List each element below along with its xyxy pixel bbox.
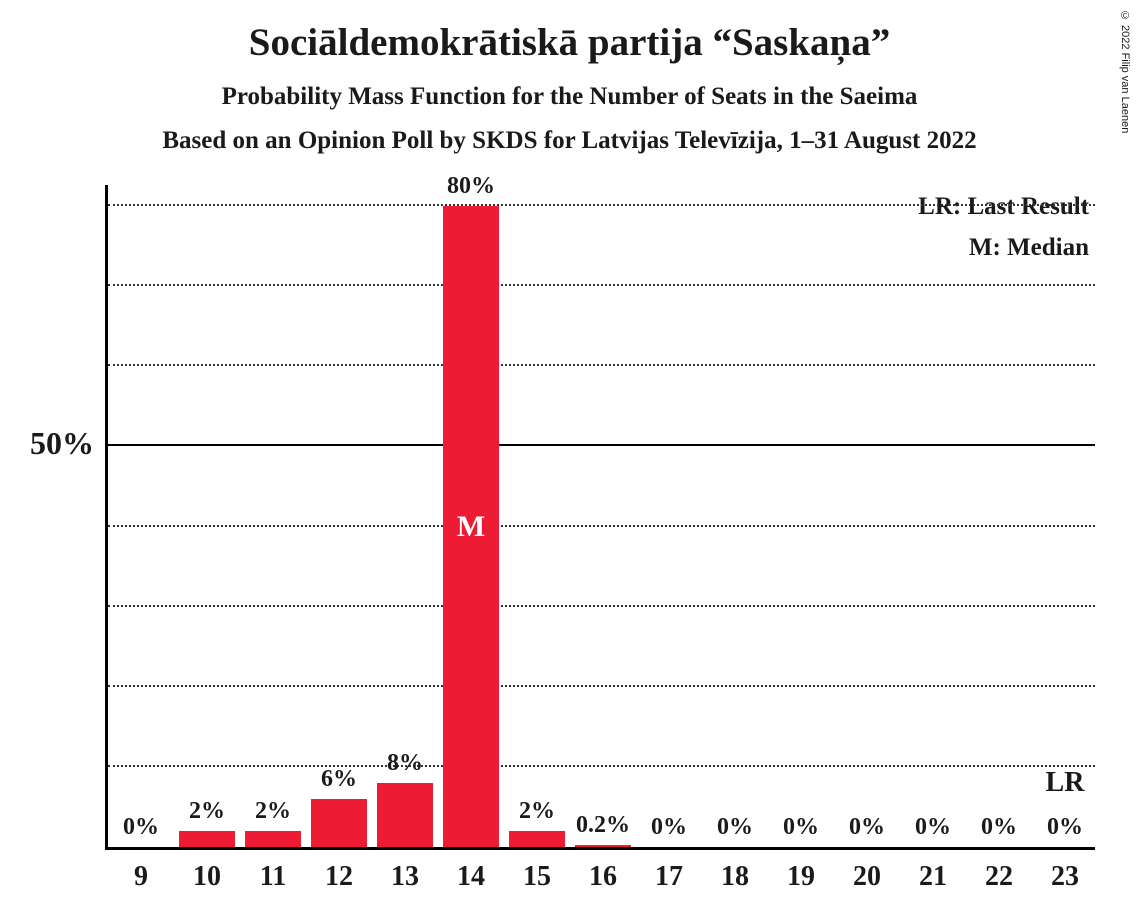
bar-value-label: 0%: [1047, 814, 1083, 841]
gridline: [108, 525, 1095, 527]
x-axis-label: 18: [721, 847, 749, 893]
bar-value-label: 0%: [123, 814, 159, 841]
gridline: [108, 605, 1095, 607]
bar: M: [443, 206, 500, 847]
bar-value-label: 2%: [519, 798, 555, 825]
bar-value-label: 8%: [387, 750, 423, 777]
lr-marker: LR: [1046, 767, 1085, 799]
gridline: [108, 284, 1095, 286]
x-axis-label: 11: [260, 847, 286, 893]
x-axis-label: 20: [853, 847, 881, 893]
x-axis-label: 17: [655, 847, 683, 893]
x-axis-label: 13: [391, 847, 419, 893]
chart-plot: 50% LR: Last Result M: Median 0%92%102%1…: [105, 185, 1095, 850]
bar: [311, 799, 368, 847]
x-axis-label: 14: [457, 847, 485, 893]
chart-subtitle-2: Based on an Opinion Poll by SKDS for Lat…: [0, 111, 1139, 155]
bar: [179, 831, 236, 847]
bar: [509, 831, 566, 847]
bar: [245, 831, 302, 847]
gridline: [108, 444, 1095, 446]
median-marker: M: [457, 510, 485, 544]
bar-value-label: 80%: [447, 173, 495, 200]
gridline: [108, 685, 1095, 687]
x-axis-label: 15: [523, 847, 551, 893]
bar: [377, 783, 434, 847]
bar-value-label: 0%: [783, 814, 819, 841]
gridline: [108, 204, 1095, 206]
bar-value-label: 0%: [915, 814, 951, 841]
bar-value-label: 2%: [189, 798, 225, 825]
x-axis-label: 22: [985, 847, 1013, 893]
x-axis-label: 19: [787, 847, 815, 893]
x-axis-label: 10: [193, 847, 221, 893]
bar-value-label: 0%: [849, 814, 885, 841]
chart-title: Sociāldemokrātiskā partija “Saskaņa”: [0, 0, 1139, 65]
legend-median: M: Median: [969, 234, 1089, 262]
chart-subtitle-1: Probability Mass Function for the Number…: [0, 65, 1139, 111]
bar-value-label: 2%: [255, 798, 291, 825]
x-axis-label: 9: [134, 847, 148, 893]
legend-lr: LR: Last Result: [918, 193, 1089, 221]
chart-area: 50% LR: Last Result M: Median 0%92%102%1…: [105, 185, 1095, 850]
x-axis-label: 21: [919, 847, 947, 893]
y-axis-label-50: 50%: [30, 425, 108, 462]
gridline: [108, 364, 1095, 366]
bar-value-label: 0.2%: [576, 812, 630, 839]
bar-value-label: 0%: [651, 814, 687, 841]
bar-value-label: 6%: [321, 766, 357, 793]
x-axis-label: 23: [1051, 847, 1079, 893]
x-axis-label: 12: [325, 847, 353, 893]
x-axis-label: 16: [589, 847, 617, 893]
copyright-text: © 2022 Filip van Laenen: [1119, 10, 1131, 133]
bar-value-label: 0%: [981, 814, 1017, 841]
gridline: [108, 765, 1095, 767]
bar-value-label: 0%: [717, 814, 753, 841]
